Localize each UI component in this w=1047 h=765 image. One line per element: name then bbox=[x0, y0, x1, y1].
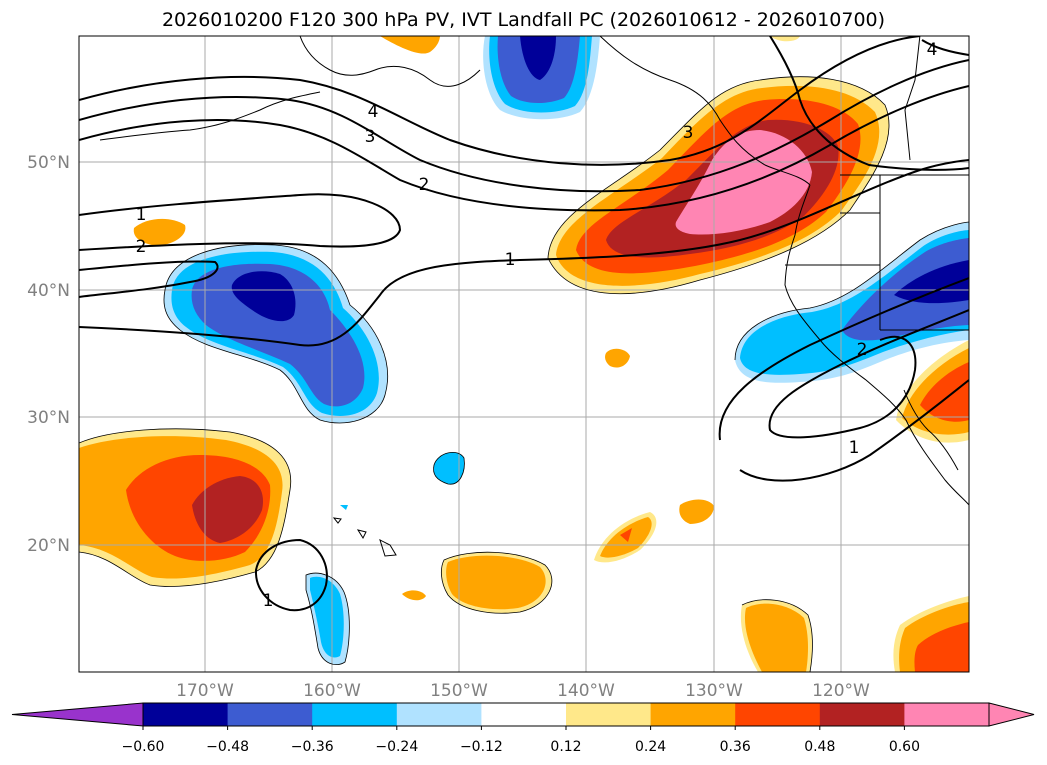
colorbar-segment bbox=[566, 703, 652, 726]
colorbar-segment bbox=[650, 703, 736, 726]
colorbar-extend-max bbox=[988, 702, 1035, 727]
colorbar-tick-label: 0.36 bbox=[720, 739, 751, 755]
negative-anomaly-east bbox=[735, 222, 969, 383]
colorbar-tick-label: −0.36 bbox=[291, 739, 334, 755]
lon-label-150w: 150°W bbox=[430, 681, 488, 701]
positive-anomaly-patches bbox=[133, 36, 969, 672]
colorbar-tick-label: −0.48 bbox=[206, 739, 249, 755]
negative-anomaly-patches bbox=[306, 452, 465, 665]
colorbar-segment bbox=[312, 703, 398, 726]
map-title: 2026010200 F120 300 hPa PV, IVT Landfall… bbox=[161, 9, 886, 31]
colorbar-segment bbox=[819, 703, 905, 726]
lon-label-120w: 120°W bbox=[812, 681, 870, 701]
lon-label-140w: 140°W bbox=[557, 681, 615, 701]
positive-anomaly-west bbox=[79, 428, 291, 587]
colorbar-tick-label: −0.60 bbox=[122, 739, 165, 755]
coastlines bbox=[99, 36, 969, 557]
colorbar-segment bbox=[227, 703, 313, 726]
colorbar-tick-label: 0.12 bbox=[550, 739, 581, 755]
contour-label: 3 bbox=[365, 127, 376, 147]
colorbar-tick-label: −0.24 bbox=[375, 739, 418, 755]
anomaly-outlines bbox=[79, 76, 969, 672]
lat-label-50n: 50°N bbox=[27, 153, 70, 173]
negative-anomaly-north bbox=[483, 36, 600, 120]
colorbar-tick-label: 0.24 bbox=[635, 739, 666, 755]
colorbar-segment bbox=[396, 703, 482, 726]
lon-labels: 170°W 160°W 150°W 140°W 130°W 120°W bbox=[176, 681, 870, 701]
contour-label: 2 bbox=[857, 340, 868, 360]
colorbar-tick-label: −0.12 bbox=[460, 739, 503, 755]
lat-labels: 50°N 40°N 30°N 20°N bbox=[27, 153, 70, 556]
lon-label-170w: 170°W bbox=[176, 681, 234, 701]
colorbar-tick-label: 0.48 bbox=[804, 739, 835, 755]
lon-label-130w: 130°W bbox=[685, 681, 743, 701]
contour-label: 3 bbox=[683, 123, 694, 143]
colorbar-segment bbox=[904, 703, 990, 726]
pv-contours bbox=[79, 36, 969, 612]
colorbar-segment bbox=[735, 703, 821, 726]
colorbar: −0.60 −0.48 −0.36 −0.24 −0.12 0.12 0.24 0.36 0.4… bbox=[11, 702, 1035, 755]
colorbar-segment bbox=[481, 703, 567, 726]
colorbar-segment bbox=[143, 703, 229, 726]
contour-labels: 4 3 2 1 2 1 2 1 1 4 3 bbox=[136, 40, 938, 611]
contour-label: 4 bbox=[927, 40, 938, 60]
contour-label: 1 bbox=[136, 205, 147, 225]
lat-label-40n: 40°N bbox=[27, 281, 70, 301]
colorbar-tick-label: 0.60 bbox=[889, 739, 920, 755]
lat-label-30n: 30°N bbox=[27, 408, 70, 428]
colorbar-extend-min bbox=[11, 702, 144, 727]
map-frame bbox=[78, 35, 970, 673]
positive-anomaly-northeast bbox=[548, 76, 890, 294]
lon-label-160w: 160°W bbox=[303, 681, 361, 701]
lat-label-20n: 20°N bbox=[27, 536, 70, 556]
contour-label: 1 bbox=[505, 250, 516, 270]
contour-label: 1 bbox=[263, 591, 274, 611]
contour-label: 4 bbox=[368, 102, 379, 122]
lat-lon-grid bbox=[79, 36, 969, 672]
map-area: 4 3 2 1 2 1 2 1 1 4 3 bbox=[79, 36, 969, 672]
contour-label: 2 bbox=[419, 175, 430, 195]
contour-label: 2 bbox=[136, 237, 147, 257]
contour-label: 1 bbox=[849, 438, 860, 458]
